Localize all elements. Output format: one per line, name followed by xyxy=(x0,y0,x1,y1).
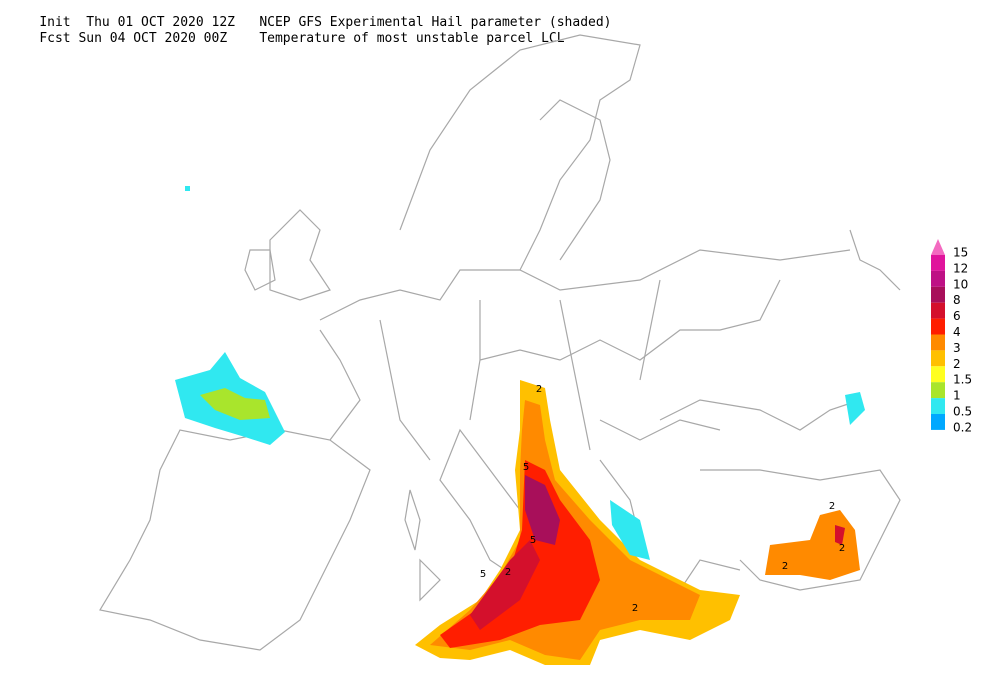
legend-swatch xyxy=(931,318,945,335)
hail-area xyxy=(200,388,270,420)
init-time: Init Thu 01 OCT 2020 12Z xyxy=(39,15,235,30)
legend-swatch xyxy=(931,398,945,414)
legend-label: 1.5 xyxy=(953,373,972,387)
hail-area xyxy=(470,540,540,630)
legend-swatch xyxy=(931,414,945,430)
legend-swatch xyxy=(931,286,945,303)
contour-label: 5 xyxy=(480,569,486,580)
legend-swatch xyxy=(931,302,945,319)
contour-label: 2 xyxy=(839,543,845,554)
contour-label: 5 xyxy=(530,535,536,546)
legend-swatch xyxy=(931,334,945,351)
contour-label: 2 xyxy=(505,567,511,578)
legend-label: 15 xyxy=(953,246,968,260)
legend-label: 6 xyxy=(953,309,961,323)
legend-label: 0.5 xyxy=(953,405,972,419)
legend-swatch xyxy=(931,270,945,287)
contour-label: 2 xyxy=(782,561,788,572)
legend-swatch xyxy=(931,382,945,399)
legend-label: 8 xyxy=(953,293,961,307)
legend-arrow xyxy=(931,239,945,255)
legend-swatch xyxy=(931,350,945,367)
legend-label: 0.2 xyxy=(953,420,972,434)
legend-label: 12 xyxy=(953,261,968,275)
hail-area xyxy=(765,510,860,580)
hail-area xyxy=(835,525,845,545)
contour-label: 2 xyxy=(632,603,638,614)
header-line: Init Thu 01 OCT 2020 12Z NCEP GFS Experim… xyxy=(8,0,612,45)
contour-labels: 2 5 5 2 5 2 2 2 2 xyxy=(480,384,845,614)
contour-title: Temperature of most unstable parcel LCL xyxy=(259,31,565,46)
hail-area xyxy=(185,186,190,191)
hail-area xyxy=(610,500,650,560)
legend-label: 4 xyxy=(953,325,961,339)
legend-label: 2 xyxy=(953,357,961,371)
legend-label: 10 xyxy=(953,277,968,291)
legend-swatch xyxy=(931,255,945,271)
field-title: NCEP GFS Experimental Hail parameter (sh… xyxy=(259,15,612,30)
hail-area xyxy=(845,392,865,425)
legend-swatch xyxy=(931,366,945,383)
forecast-time: Fcst Sun 04 OCT 2020 00Z xyxy=(39,31,228,46)
contour-label: 5 xyxy=(523,462,529,473)
contour-label: 2 xyxy=(829,501,835,512)
legend-label: 1 xyxy=(953,389,961,403)
hail-shading xyxy=(175,186,865,665)
hail-area xyxy=(525,475,560,545)
contour-label: 2 xyxy=(536,384,542,395)
header-line: Fcst Sun 04 OCT 2020 00Z Temperature of m… xyxy=(8,16,565,61)
legend-label: 3 xyxy=(953,341,961,355)
